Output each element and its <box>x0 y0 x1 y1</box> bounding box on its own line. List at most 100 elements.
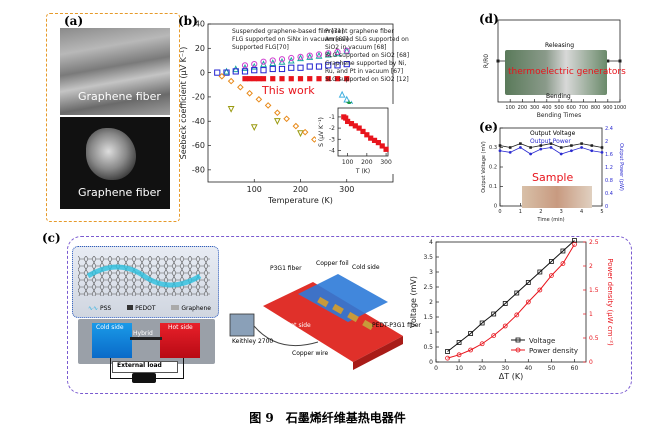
data-point <box>274 109 281 117</box>
cold-side2-label: Cold side <box>352 264 380 271</box>
fiber-label: P3G1 fiber <box>270 265 302 272</box>
voltage-point <box>570 144 573 147</box>
power-density-point <box>548 273 554 278</box>
plot-frame <box>435 241 587 363</box>
sample-overlay: Sample <box>532 171 574 184</box>
power-point <box>529 152 532 156</box>
voltage-point <box>479 320 485 326</box>
y-tick-label: -80 <box>192 166 205 175</box>
data-point <box>279 76 285 82</box>
power-density-point <box>468 347 474 353</box>
panel-a-label: (a) <box>64 14 84 28</box>
data-point <box>306 63 313 70</box>
data-point <box>292 122 300 130</box>
data-point <box>297 64 304 71</box>
x-tick-label: 900 <box>603 105 613 111</box>
x-tick-label: 200 <box>361 159 373 166</box>
y2-tick-label: 0.4 <box>605 191 613 197</box>
hot-side-label: Hot side <box>168 324 193 331</box>
y-tick-label: -3 <box>329 136 335 143</box>
data-point <box>260 67 267 74</box>
data-point <box>269 57 276 64</box>
y-tick-label: 0 <box>200 68 205 77</box>
inset-data-point <box>368 135 374 141</box>
x-tick-label: 800 <box>591 105 601 111</box>
data-point <box>288 76 294 82</box>
power-density-line <box>447 244 575 359</box>
data-point <box>232 68 239 75</box>
voltage-point <box>590 144 594 147</box>
legend-supported-flg: Supported FLG[70] <box>232 44 289 51</box>
y-tick-label: 0.5 <box>423 344 433 351</box>
data-point <box>343 61 350 68</box>
y-tick-label: 0 <box>494 204 497 210</box>
data-point <box>260 76 267 82</box>
data-point <box>325 76 331 82</box>
data-point <box>315 63 323 70</box>
voltage-point <box>537 269 543 275</box>
arm-photo <box>522 186 592 208</box>
y2-tick-label: 0 <box>605 204 608 210</box>
y-axis-label: Seebeck coefficient (μV K⁻¹) <box>179 47 188 160</box>
plot-frame <box>337 107 389 157</box>
legend-annealed-slg: Annealed SLG supported on SiO2 in vacuum… <box>325 36 409 51</box>
data-point <box>256 76 262 82</box>
inset-data-point <box>375 140 381 146</box>
hybrid-label: Hybrid <box>133 330 153 337</box>
x-tick-label: 100 <box>247 185 262 194</box>
x-tick-label: 0 <box>434 365 438 372</box>
panel-b-label: (b) <box>178 14 198 28</box>
data-point <box>297 76 304 82</box>
seebeck-legend-left: Suspended graphene-based film [71] FLG s… <box>232 28 348 52</box>
data-point <box>316 76 322 82</box>
legend-suspended-film: Suspended graphene-based film [71] <box>232 28 344 35</box>
voltage-point <box>559 146 563 149</box>
data-point <box>255 96 263 103</box>
voltage-point <box>529 146 532 149</box>
panel-a-frame <box>46 13 180 222</box>
y-tick-label: -2 <box>329 125 335 132</box>
voltage-point <box>519 142 522 145</box>
data-point <box>618 59 622 63</box>
keithley-label: Keithley 2700 <box>232 338 274 345</box>
data-point <box>325 62 332 69</box>
external-load-box <box>112 361 178 373</box>
data-point <box>306 53 314 60</box>
y-tick-label: -1 <box>329 114 335 121</box>
y-tick-label: 2.5 <box>423 284 433 291</box>
sem-caption-top: Graphene fiber <box>78 90 161 103</box>
pedot-legend-label: PEDOT <box>135 305 156 312</box>
voltage-line <box>447 240 575 352</box>
y2-tick-label: 1.2 <box>605 165 613 171</box>
y2-tick-label: 1 <box>589 311 593 318</box>
y2-axis-label: Output Power (pW) <box>618 143 624 191</box>
power-point <box>549 146 553 149</box>
power-density-point <box>445 355 450 361</box>
x-tick-label: 40 <box>524 365 532 372</box>
data-point <box>273 118 281 125</box>
data-point <box>223 69 230 76</box>
data-point <box>334 48 341 56</box>
data-point <box>251 61 258 68</box>
data-point <box>250 124 258 132</box>
x-tick-label: 200 <box>293 185 308 194</box>
y-axis-label: R/R0 <box>483 54 490 68</box>
data-point <box>227 77 235 85</box>
data-point <box>270 76 276 82</box>
y2-tick-label: 2 <box>605 139 608 145</box>
data-point <box>344 76 350 82</box>
external-load-label: External load <box>117 362 162 369</box>
x-tick-label: 700 <box>579 105 589 111</box>
data-point <box>297 53 304 60</box>
y-tick-label: -40 <box>192 117 205 126</box>
y2-tick-label: 0 <box>589 359 593 366</box>
data-point <box>227 105 235 113</box>
cold-side-label: Cold side <box>96 324 124 331</box>
x-tick-label: 100 <box>342 159 354 166</box>
data-point <box>247 76 253 82</box>
data-point <box>223 67 230 75</box>
x-axis-label: ΔT (K) <box>499 372 523 381</box>
power-point <box>590 149 594 153</box>
inset-data-point <box>345 118 351 124</box>
